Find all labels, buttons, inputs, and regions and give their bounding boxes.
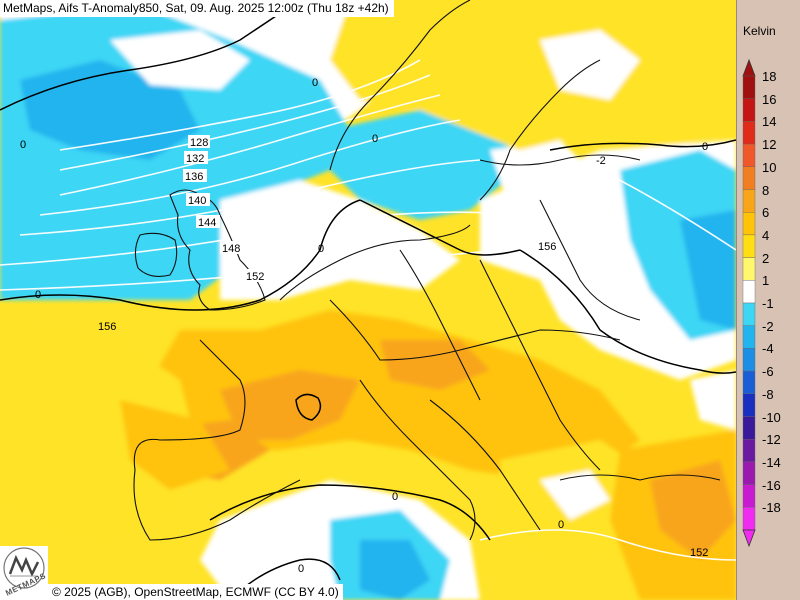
legend-label: 10 [762, 159, 777, 175]
legend-label: -4 [762, 341, 774, 357]
legend-swatch [742, 507, 756, 531]
legend-swatch [742, 302, 756, 326]
temperature-anomaly-map: 128 132 136 140 144 148 152 156 156 152 … [0, 0, 736, 600]
legend-swatch [742, 439, 756, 463]
legend-label: 4 [762, 227, 770, 243]
legend-label: 6 [762, 205, 770, 221]
zero-contour-label: 0 [558, 519, 564, 531]
legend-label: -12 [762, 432, 781, 448]
legend-label: 1 [762, 273, 770, 289]
legend-color-scale [742, 58, 756, 548]
legend-label: 8 [762, 182, 770, 198]
legend-label: -10 [762, 409, 781, 425]
zero-contour-label: 0 [392, 491, 398, 503]
zero-contour-label: 0 [312, 77, 318, 89]
legend-label: 2 [762, 250, 770, 266]
legend-label: -16 [762, 477, 781, 493]
metmaps-logo-icon [3, 547, 45, 589]
zero-contour-label: 0 [318, 243, 324, 255]
geopotential-label: 140 [188, 195, 206, 207]
geopotential-label: 144 [198, 217, 216, 229]
map-area[interactable]: 128 132 136 140 144 148 152 156 156 152 … [0, 0, 736, 600]
geopotential-label: 152 [690, 547, 708, 559]
legend-label: -2 [762, 318, 774, 334]
legend-max-arrow [742, 58, 756, 77]
legend-swatch [742, 166, 756, 190]
legend-swatch [742, 189, 756, 213]
legend-label: -18 [762, 500, 781, 516]
legend-swatch [742, 143, 756, 168]
legend-swatch [742, 75, 756, 99]
legend-swatch [742, 461, 756, 485]
legend-label: -8 [762, 386, 774, 402]
geopotential-label: 148 [222, 243, 240, 255]
legend-unit: Kelvin [743, 24, 776, 38]
geopotential-label: 132 [186, 153, 204, 165]
legend-label: -6 [762, 364, 774, 380]
zero-contour-label: 0 [20, 139, 26, 151]
geopotential-label: 152 [246, 271, 264, 283]
map-title: MetMaps, Aifs T-Anomaly850, Sat, 09. Aug… [0, 0, 394, 17]
geopotential-label: 156 [98, 321, 116, 333]
attribution: © 2025 (AGB), OpenStreetMap, ECMWF (CC B… [48, 584, 343, 600]
legend-label: 14 [762, 114, 777, 130]
zero-contour-label: 0 [298, 563, 304, 575]
legend-swatch [742, 98, 756, 122]
legend-swatch [742, 234, 756, 258]
legend-swatch [742, 211, 756, 236]
legend-swatch [742, 484, 756, 508]
legend-swatch [742, 257, 756, 281]
legend-swatch [742, 325, 756, 349]
legend-label: 16 [762, 91, 777, 107]
metmaps-logo: METMAPS [0, 546, 48, 600]
legend-label: 12 [762, 137, 777, 153]
zero-contour-label: 0 [35, 289, 41, 301]
color-legend: Kelvin 18 16 14 12 10 8 6 4 2 1 -1 -2 -4 -6 -8 -10 -12 -1… [736, 0, 800, 600]
legend-swatch [742, 370, 756, 395]
geopotential-label: 128 [190, 137, 208, 149]
legend-label: 18 [762, 69, 777, 84]
geopotential-label: 156 [538, 241, 556, 253]
legend-swatch [742, 121, 756, 145]
zero-contour-label: 0 [372, 133, 378, 145]
legend-swatch [742, 280, 756, 304]
legend-min-arrow [742, 529, 756, 548]
legend-label: -14 [762, 454, 781, 470]
cold-core-label: -2 [596, 155, 606, 167]
legend-label: -1 [762, 296, 774, 311]
legend-swatch [742, 393, 756, 417]
geopotential-label: 136 [185, 171, 203, 183]
legend-swatch [742, 348, 756, 372]
zero-contour-label: 0 [702, 141, 708, 153]
legend-swatch [742, 416, 756, 440]
